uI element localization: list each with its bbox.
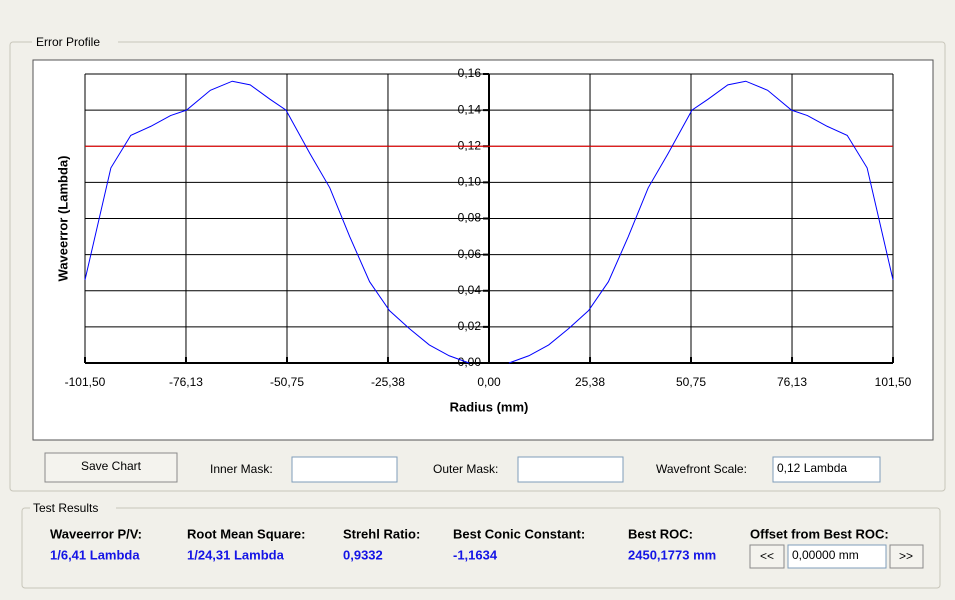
y-tick-label: 0,08 xyxy=(458,211,482,225)
inner-mask-input[interactable] xyxy=(291,456,398,483)
input-value[interactable]: 0,00000 mm xyxy=(792,548,859,562)
group-title: Test Results xyxy=(33,501,98,515)
result-label: Best Conic Constant: xyxy=(453,526,585,541)
wavefront-scale-input[interactable] xyxy=(772,456,881,483)
result-label: Offset from Best ROC: xyxy=(750,526,889,541)
y-tick-label: 0,12 xyxy=(458,138,482,152)
result-value: 2450,1773 mm xyxy=(628,547,716,562)
x-tick-label: -50,75 xyxy=(270,375,304,389)
button-label[interactable]: Save Chart xyxy=(81,459,142,473)
field-label: Inner Mask: xyxy=(210,462,273,476)
field-label: Wavefront Scale: xyxy=(656,462,747,476)
chart: 0,00 0,02 0,04 0,06 0,08 0,10 0,12 0,14 0,16 -101… xyxy=(55,66,911,414)
x-tick-label: -101,50 xyxy=(65,375,106,389)
result-value: -1,1634 xyxy=(453,547,498,562)
y-tick-label: 0,02 xyxy=(458,319,482,333)
outer-mask-input[interactable] xyxy=(517,456,624,483)
x-tick-label: 25,38 xyxy=(575,375,605,389)
y-tick-label: 0,06 xyxy=(458,247,482,261)
results: Waveerror P/V: 1/6,41 Lambda Root Mean Squ… xyxy=(50,526,716,562)
group-box xyxy=(21,507,941,589)
x-tick-label: 50,75 xyxy=(676,375,706,389)
result-value: 0,9332 xyxy=(343,547,383,562)
prev-button[interactable] xyxy=(749,544,785,569)
result-label: Root Mean Square: xyxy=(187,526,305,541)
chart-panel xyxy=(32,59,934,441)
x-tick-label: 0,00 xyxy=(477,375,501,389)
group-title: Error Profile xyxy=(36,35,100,49)
result-label: Waveerror P/V: xyxy=(50,526,142,541)
button-label[interactable]: >> xyxy=(899,549,913,563)
field-label: Outer Mask: xyxy=(433,462,498,476)
button-label[interactable]: << xyxy=(760,549,774,563)
y-axis-title: Waveerror (Lambda) xyxy=(55,156,70,282)
x-tick-label: 76,13 xyxy=(777,375,807,389)
group-gap xyxy=(32,36,118,50)
y-tick-label: 0,04 xyxy=(458,283,482,297)
x-tick-label: 101,50 xyxy=(875,375,912,389)
y-tick-label: 0,16 xyxy=(458,66,482,80)
group-box xyxy=(9,41,946,492)
save-chart-button[interactable] xyxy=(44,452,178,483)
next-button[interactable] xyxy=(889,544,924,569)
group-gap xyxy=(30,502,116,516)
x-tick-label: -76,13 xyxy=(169,375,203,389)
y-tick-label: 0,14 xyxy=(458,102,482,116)
x-axis-title: Radius (mm) xyxy=(450,399,529,414)
data-line xyxy=(84,80,894,364)
result-value: 1/24,31 Lambda xyxy=(187,547,285,562)
result-value: 1/6,41 Lambda xyxy=(50,547,140,562)
result-label: Best ROC: xyxy=(628,526,693,541)
x-tick-label: -25,38 xyxy=(371,375,405,389)
input-value[interactable]: 0,12 Lambda xyxy=(777,461,847,475)
y-tick-label: 0,10 xyxy=(458,175,482,189)
result-label: Strehl Ratio: xyxy=(343,526,420,541)
offset-input[interactable] xyxy=(787,544,887,569)
